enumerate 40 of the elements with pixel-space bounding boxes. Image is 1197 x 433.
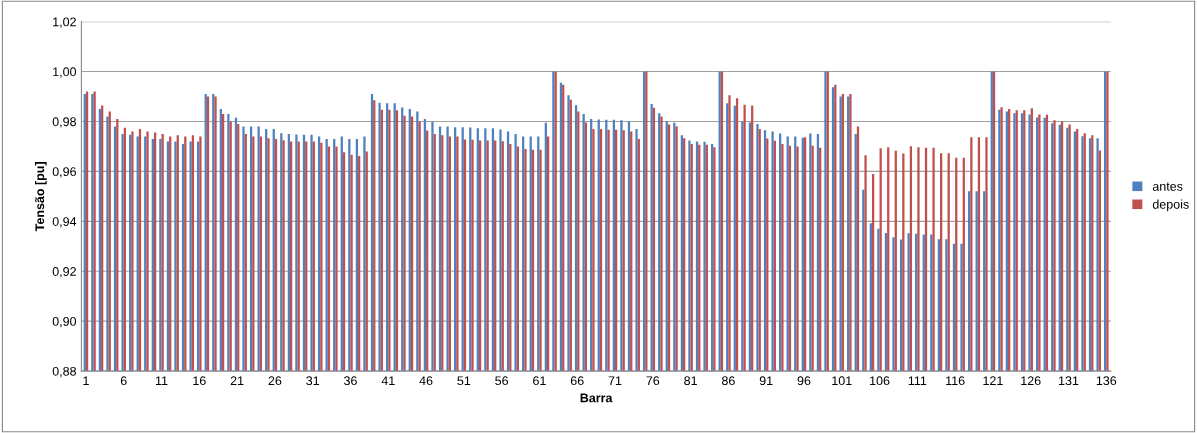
x-tick-label: 121: [983, 376, 1003, 385]
x-tick-label: 136: [1096, 376, 1117, 386]
x-tick-label: 131: [1059, 376, 1079, 386]
legend-label: depois: [1152, 199, 1189, 212]
x-tick-label: 51: [457, 376, 471, 386]
x-tick-label: 21: [230, 376, 244, 385]
x-tick-label: 31: [306, 376, 320, 386]
x-tick-label: 26: [268, 376, 282, 386]
x-tick-label: 11: [155, 376, 168, 385]
y-tick-label: 0,96: [52, 167, 76, 178]
x-tick-label: 16: [193, 376, 206, 386]
x-tick-label: 76: [646, 376, 660, 386]
x-tick-label: 1: [83, 376, 89, 385]
x-tick-label: 126: [1021, 376, 1041, 386]
x-tick-label: 46: [419, 376, 433, 386]
x-tick-label: 101: [832, 376, 852, 386]
y-tick-label: 0,92: [52, 267, 76, 278]
y-tick-label: 0,90: [52, 316, 77, 328]
x-tick-label: 41: [381, 376, 395, 385]
x-tick-label: 111: [908, 376, 927, 385]
y-tick-label: 1,00: [53, 67, 77, 78]
x-tick-label: 116: [946, 376, 965, 386]
x-tick-label: 96: [797, 376, 811, 386]
x-tick-label: 61: [533, 376, 546, 386]
x-tick-label: 71: [608, 376, 622, 385]
x-tick-label: 36: [343, 376, 357, 386]
y-axis-title: Tensão [pu]: [35, 162, 47, 232]
x-tick-label: 66: [570, 376, 584, 386]
x-tick-label: 6: [120, 376, 127, 386]
x-tick-label: 56: [495, 376, 509, 386]
x-axis-title: Barra: [580, 393, 613, 403]
y-tick-label: 0,98: [52, 117, 76, 128]
y-tick-label: 0,88: [52, 366, 76, 378]
x-tick-label: 81: [684, 376, 697, 386]
y-tick-label: 1,02: [53, 17, 76, 28]
legend-label: antes: [1152, 182, 1183, 191]
y-tick-label: 0,94: [52, 217, 77, 228]
x-tick-label: 86: [721, 376, 735, 386]
x-tick-label: 106: [870, 376, 890, 386]
x-tick-label: 91: [759, 376, 773, 386]
